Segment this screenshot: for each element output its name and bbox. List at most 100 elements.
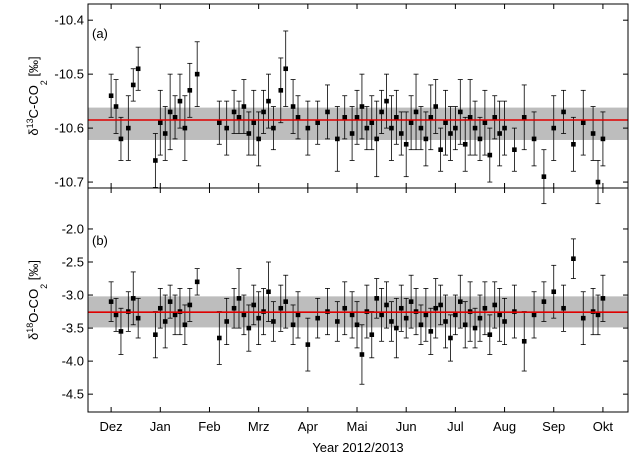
y-axis-label: δ18O-CO2 [‰] [25,260,49,340]
point [290,104,296,109]
x-tick-label: Jun [396,419,417,434]
point [477,136,483,142]
point [359,352,365,357]
point [305,342,311,347]
point [551,125,557,131]
point [448,335,453,341]
point [130,296,136,301]
point [271,125,276,131]
point [224,319,229,324]
x-tick-label: Sep [542,419,565,434]
point [153,158,158,163]
point [182,322,188,328]
point [266,98,271,104]
point [418,125,424,131]
point [342,115,348,120]
point [379,109,384,115]
point [541,299,547,304]
point [521,338,527,344]
x-tick-label: Mai [347,419,368,434]
point [467,115,473,120]
point [266,289,271,295]
panel-label: (b) [92,233,108,248]
y-axis-label-part: δ [26,128,41,135]
point [595,179,601,185]
y-tick-label: -10.6 [54,121,84,136]
point [167,299,173,304]
point [457,109,463,115]
y-axis-label-part: O-CO [26,289,41,323]
point [394,325,399,331]
plot-frame [87,3,629,189]
point [600,296,606,301]
y-axis-label-part: 18 [25,323,35,333]
point [477,315,483,321]
point [389,125,394,131]
point [241,312,247,318]
point [364,125,370,131]
point [283,66,289,72]
point [492,302,498,308]
point [462,141,468,147]
point [354,115,360,120]
point [342,305,348,311]
point [379,312,384,318]
point [453,312,458,318]
point [157,305,163,311]
point [305,125,311,131]
panel-label: (a) [92,26,108,41]
point [492,115,498,120]
point [295,115,301,120]
point [428,115,434,120]
point [438,302,443,308]
point [487,332,493,337]
point [182,125,188,131]
point [384,98,389,104]
point [580,315,586,321]
point [187,88,193,93]
point [600,136,606,142]
point [153,332,158,337]
point [580,120,586,126]
point [157,120,163,126]
point [374,296,379,301]
point [108,93,114,99]
x-tick-label: Jan [150,419,171,434]
point [256,136,261,142]
point [231,305,237,311]
point [482,305,488,311]
point [413,109,419,115]
point [349,312,355,318]
point [541,174,547,179]
point [108,299,114,304]
point [172,312,178,318]
point [531,312,537,318]
y-tick-label: -10.7 [54,175,84,190]
point [224,125,229,131]
point [118,136,124,142]
point [369,332,375,337]
point [113,312,119,318]
point [403,315,409,321]
y-tick-label: -10.5 [54,67,84,82]
point [403,141,409,147]
point [512,147,517,152]
point [251,120,257,126]
y-tick-label: -4.0 [62,354,84,369]
x-tick-label: Apr [298,419,319,434]
point [278,88,284,93]
point [113,104,119,109]
point [256,315,261,321]
point [428,329,434,334]
y-axis-label-part: 2 [39,80,49,85]
point [194,71,200,77]
point [433,305,439,311]
point [472,325,478,331]
y-axis-label-part: 13 [25,118,35,128]
point [126,125,131,131]
point [335,319,340,324]
point [502,319,507,324]
point [482,120,488,126]
point [521,115,527,120]
x-tick-label: Okt [593,419,614,434]
